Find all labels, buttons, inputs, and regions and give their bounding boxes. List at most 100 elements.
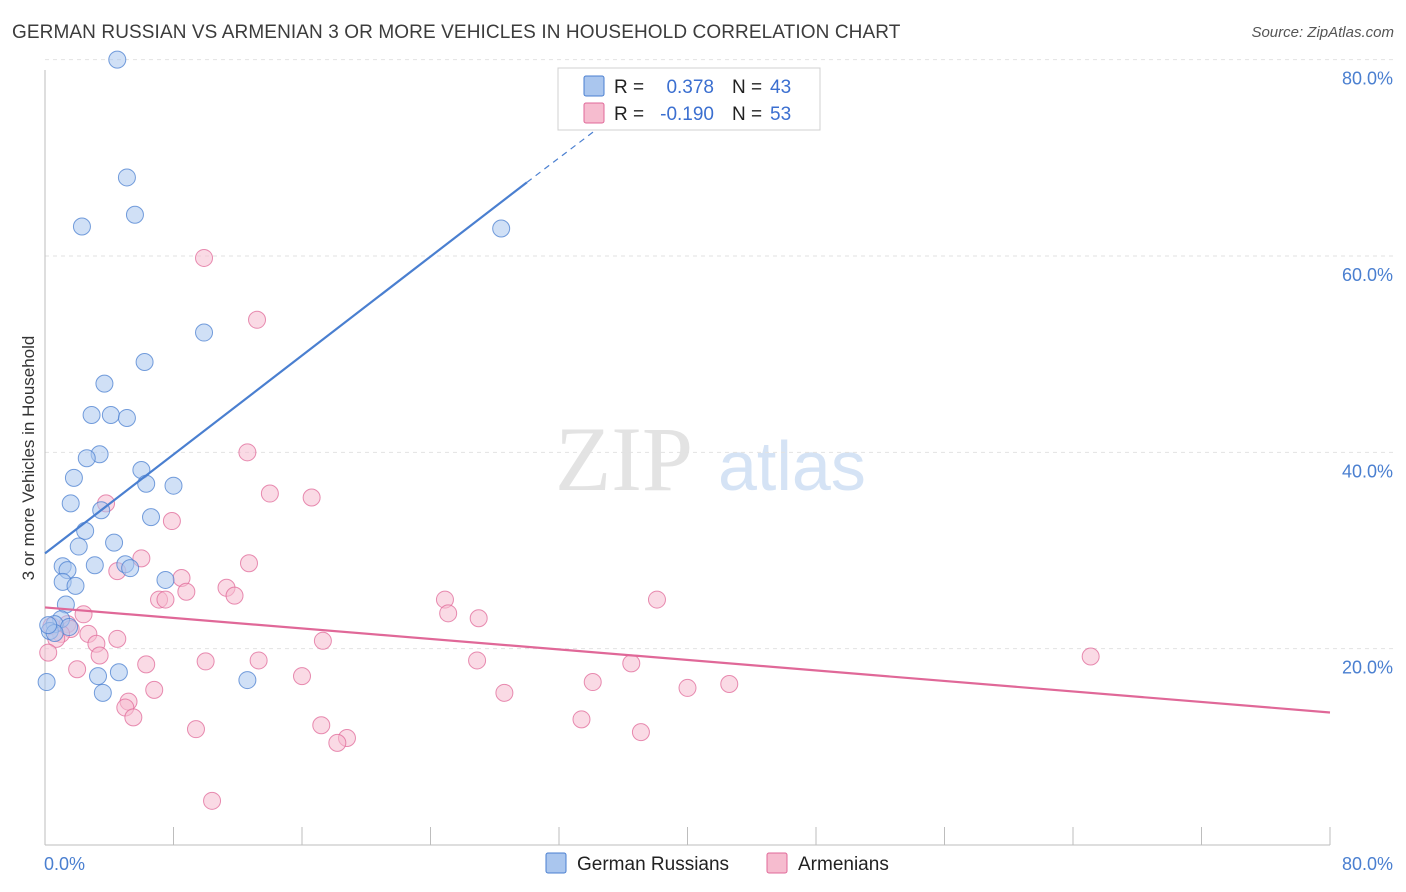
legend-n-value-1: 43 bbox=[770, 77, 791, 98]
armenians-point-40 bbox=[583, 673, 602, 692]
x-tick-label-min: 0.0% bbox=[44, 854, 85, 874]
legend-n-label-1: N = bbox=[732, 77, 762, 98]
watermark-zip: ZIP bbox=[555, 408, 693, 510]
german-russians-point-3 bbox=[72, 217, 91, 236]
legend-n-label-2: N = bbox=[732, 104, 762, 125]
armenians-point-11 bbox=[177, 582, 196, 601]
german-russians-point-4 bbox=[492, 219, 511, 238]
german-russians-point-30 bbox=[66, 576, 85, 595]
german-russians-point-17 bbox=[61, 494, 80, 513]
armenians-point-34 bbox=[468, 651, 487, 670]
german-russians-point-42 bbox=[39, 616, 58, 635]
armenians-point-8 bbox=[239, 554, 258, 573]
german-russians-point-39 bbox=[238, 671, 257, 690]
german-russians-point-15 bbox=[137, 474, 156, 493]
trendlines bbox=[44, 96, 1331, 714]
german-russians-point-10 bbox=[117, 408, 136, 427]
german-russians-point-0 bbox=[108, 50, 127, 69]
german-russians-point-8 bbox=[82, 406, 101, 425]
bottom-legend-swatch-german-russians bbox=[545, 852, 567, 874]
armenians-point-36 bbox=[137, 655, 156, 674]
german-russians-point-38 bbox=[89, 667, 108, 686]
armenians-point-20 bbox=[469, 609, 488, 628]
trendline-german-russians bbox=[44, 181, 528, 555]
german-russians-point-20 bbox=[76, 521, 95, 540]
german-russians-point-16 bbox=[164, 476, 183, 495]
legend-n-value-2: 53 bbox=[770, 104, 791, 125]
armenians-point-41 bbox=[720, 675, 739, 693]
y-tick-label-60: 60.0% bbox=[1342, 265, 1393, 285]
german-russians-point-40 bbox=[37, 673, 56, 692]
watermark: ZIP atlas bbox=[555, 408, 866, 510]
armenians-point-39 bbox=[293, 667, 311, 686]
german-russians-point-22 bbox=[69, 537, 88, 556]
armenians-point-27 bbox=[108, 629, 127, 648]
watermark-atlas: atlas bbox=[718, 427, 866, 505]
german-russians-point-12 bbox=[77, 449, 96, 468]
trendline-german-russians-extension bbox=[526, 96, 640, 183]
x-ticks bbox=[44, 827, 1331, 845]
x-tick-label-max: 80.0% bbox=[1342, 854, 1393, 874]
armenians-point-35 bbox=[622, 654, 641, 673]
armenians-point-47 bbox=[124, 708, 143, 727]
armenians-point-31 bbox=[90, 646, 109, 665]
armenians-point-4 bbox=[302, 488, 321, 507]
armenians-point-48 bbox=[572, 710, 591, 729]
armenians-point-49 bbox=[312, 716, 331, 735]
armenians-point-3 bbox=[260, 484, 279, 503]
german-russians-point-19 bbox=[142, 508, 161, 527]
armenians-point-37 bbox=[68, 660, 87, 679]
armenians-point-2 bbox=[238, 443, 257, 462]
y-tick-labels: 20.0% 40.0% 60.0% 80.0% bbox=[1342, 69, 1393, 678]
armenians-point-51 bbox=[631, 723, 650, 742]
bottom-legend-label-german-russians: German Russians bbox=[577, 854, 729, 875]
legend-r-value-1: 0.378 bbox=[666, 77, 714, 98]
armenians-point-19 bbox=[439, 604, 458, 623]
german-russians-point-21 bbox=[105, 533, 124, 552]
armenians-point-54 bbox=[203, 791, 222, 810]
armenians-point-6 bbox=[162, 512, 181, 531]
armenians-point-0 bbox=[195, 248, 214, 267]
german-russians-point-6 bbox=[135, 353, 154, 371]
chart-title: GERMAN RUSSIAN VS ARMENIAN 3 OR MORE VEH… bbox=[12, 22, 901, 43]
series-legend: German Russians Armenians bbox=[545, 852, 889, 875]
german-russians-point-1 bbox=[117, 168, 136, 187]
armenians-point-17 bbox=[647, 590, 666, 609]
armenians-point-32 bbox=[196, 652, 215, 671]
german-russians-point-28 bbox=[156, 570, 175, 589]
bottom-legend-swatch-armenians bbox=[766, 852, 788, 874]
german-russians-point-24 bbox=[85, 556, 104, 575]
armenians-point-43 bbox=[145, 680, 164, 699]
trendline-armenians bbox=[44, 606, 1331, 714]
german-russians-point-26 bbox=[121, 559, 140, 578]
german-russians-point-37 bbox=[109, 663, 128, 682]
chart-source: Source: ZipAtlas.com bbox=[1251, 24, 1394, 41]
german-russians-point-9 bbox=[101, 406, 120, 425]
armenians-point-44 bbox=[495, 683, 514, 702]
y-tick-label-80: 80.0% bbox=[1342, 69, 1393, 89]
armenians-point-1 bbox=[248, 310, 267, 329]
bottom-legend-label-armenians: Armenians bbox=[798, 854, 889, 875]
german-russians-point-14 bbox=[64, 468, 83, 487]
armenians-point-30 bbox=[39, 643, 58, 662]
armenians-point-29 bbox=[313, 631, 332, 650]
german-russians-point-2 bbox=[125, 205, 144, 224]
y-tick-label-40: 40.0% bbox=[1342, 461, 1393, 481]
german-russians-point-5 bbox=[195, 323, 214, 342]
armenians-point-18 bbox=[74, 605, 93, 624]
series-armenians-points bbox=[39, 248, 1100, 810]
armenians-point-42 bbox=[678, 678, 697, 697]
armenians-point-53 bbox=[328, 733, 347, 752]
armenians-point-50 bbox=[186, 720, 205, 739]
german-russians-point-41 bbox=[93, 683, 112, 702]
legend-r-label-2: R = bbox=[614, 104, 644, 125]
y-tick-label-20: 20.0% bbox=[1342, 658, 1393, 678]
y-axis-label: 3 or more Vehicles in Household bbox=[19, 336, 38, 581]
armenians-point-33 bbox=[249, 651, 268, 670]
gridlines bbox=[45, 59, 1393, 650]
german-russians-point-7 bbox=[95, 374, 114, 393]
legend-r-value-2: -0.190 bbox=[660, 104, 714, 125]
legend-swatch-german-russians bbox=[583, 75, 605, 97]
armenians-point-38 bbox=[1081, 647, 1100, 666]
legend-r-label-1: R = bbox=[614, 77, 644, 98]
